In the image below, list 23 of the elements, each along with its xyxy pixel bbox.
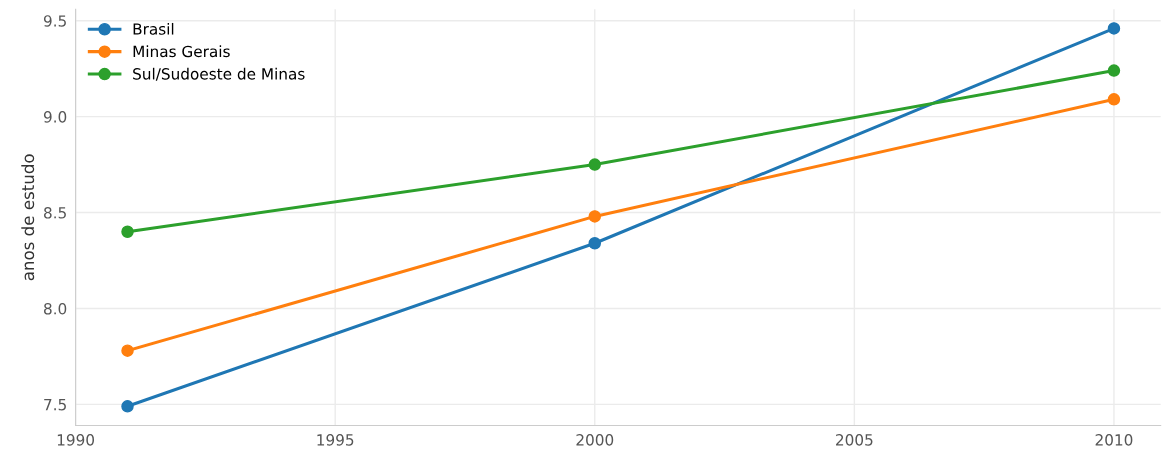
x-tick-label: 2010 <box>1095 434 1133 446</box>
x-tick-label: 2005 <box>836 434 873 446</box>
point <box>1107 22 1121 35</box>
legend-label: Sul/Sudoeste de Minas <box>133 67 305 81</box>
point <box>588 158 602 171</box>
y-tick-label: 8.5 <box>44 207 66 219</box>
point <box>121 400 134 413</box>
x-tick-label: 1995 <box>317 434 354 446</box>
x-tick-label: 1990 <box>57 434 95 446</box>
point <box>121 225 134 238</box>
y-tick-label: 9.5 <box>43 15 66 27</box>
y-axis-title: anos de estudo <box>21 154 35 281</box>
x-tick-label: 2000 <box>576 434 614 446</box>
point <box>121 344 134 357</box>
point <box>1107 93 1121 106</box>
legend-label: Brasil <box>133 22 174 35</box>
legend-label: Minas Gerais <box>133 45 230 58</box>
point <box>1107 64 1121 77</box>
y-tick-label: 9.0 <box>43 111 67 123</box>
y-tick-label: 7.5 <box>44 399 66 411</box>
point <box>588 210 602 223</box>
y-tick-label: 8.0 <box>44 302 67 315</box>
point <box>588 236 602 250</box>
